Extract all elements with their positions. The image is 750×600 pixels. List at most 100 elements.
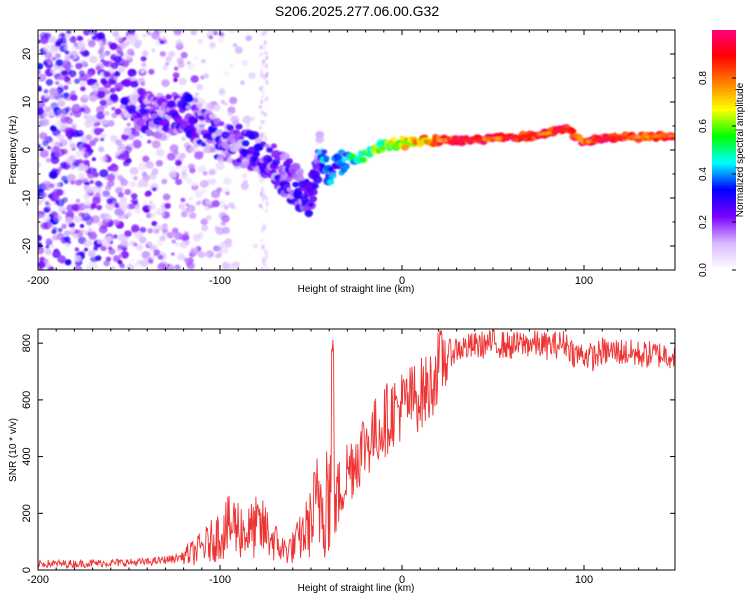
spectrogram-noise-cell xyxy=(118,253,123,258)
colorbar-band xyxy=(712,196,736,199)
spectrogram-noise-cell xyxy=(56,232,65,241)
spectrogram-noise-cell xyxy=(103,260,110,267)
spectrogram-noise-cell xyxy=(174,264,181,270)
colorbar-band xyxy=(712,132,736,135)
spectrogram-noise-cell xyxy=(61,70,67,76)
y-tick-label: -10 xyxy=(21,190,33,206)
spectrogram-noise-cell xyxy=(60,115,69,124)
spectrogram-noise-cell xyxy=(142,50,149,57)
spectrogram-noise-cell xyxy=(79,150,85,156)
spectrogram-noise-cell xyxy=(128,203,136,210)
spectrogram-noise-cell xyxy=(50,102,59,110)
spectrogram-noise-cell xyxy=(177,253,186,261)
colorbar-band xyxy=(712,38,736,41)
spectrogram-noise-cell xyxy=(100,78,108,85)
colorbar-band xyxy=(712,244,736,247)
spectrogram-noise-cell xyxy=(174,242,180,247)
spectrogram-signal-cell xyxy=(188,116,199,125)
spectrogram-noise-cell xyxy=(261,228,265,233)
colorbar-band xyxy=(712,138,736,141)
spectrogram-noise-cell xyxy=(100,58,105,63)
colorbar-band xyxy=(712,190,736,193)
spectrogram-noise-cell xyxy=(105,256,112,262)
spectrogram-noise-cell xyxy=(260,133,264,139)
spectrogram-noise-cell xyxy=(180,51,188,59)
y-tick-label: 600 xyxy=(21,391,33,409)
spectrogram-noise-cell xyxy=(118,66,126,73)
spectrogram-noise-cell xyxy=(44,94,49,99)
spectrogram-signal-cell xyxy=(235,123,243,130)
colorbar-label: Normalized spectral amplitude xyxy=(735,82,746,217)
spectrogram-noise-cell xyxy=(84,239,93,247)
spectrogram-noise-cell xyxy=(111,266,116,270)
spectrogram-noise-cell xyxy=(241,59,249,67)
spectrogram-signal-cell xyxy=(165,94,173,100)
spectrogram-noise-cell xyxy=(146,31,152,36)
spectrogram-noise-cell xyxy=(88,94,98,103)
spectrogram-noise-cell xyxy=(194,92,200,97)
spectrogram-noise-cell xyxy=(80,229,86,233)
spectrogram-noise-cell xyxy=(131,76,137,82)
spectrogram-noise-cell xyxy=(98,146,105,153)
colorbar-band xyxy=(712,92,736,95)
spectrogram-noise-cell xyxy=(140,56,147,62)
x-tick-label: 0 xyxy=(399,275,405,287)
spectrogram-noise-cell xyxy=(73,233,79,239)
spectrogram-noise-cell xyxy=(260,94,264,100)
spectrogram-noise-cell xyxy=(106,198,114,205)
colorbar-band xyxy=(712,118,736,121)
spectrogram-signal-cell xyxy=(564,127,570,131)
colorbar-band xyxy=(712,114,736,117)
spectrogram-noise-cell xyxy=(145,161,154,169)
x-tick-label: -200 xyxy=(27,574,49,586)
spectrogram-noise-cell xyxy=(148,259,154,265)
colorbar-band xyxy=(712,56,736,59)
spectrogram-noise-cell xyxy=(170,252,175,256)
spectrogram-noise-cell xyxy=(48,170,58,179)
spectrogram-signal-cell xyxy=(670,134,675,138)
spectrogram-noise-cell xyxy=(169,263,174,268)
spectrogram-noise-cell xyxy=(147,139,152,144)
spectrogram-noise-cell xyxy=(87,250,96,258)
colorbar-band xyxy=(712,146,736,149)
spectrogram-noise-cell xyxy=(61,92,69,100)
spectrogram-noise-cell xyxy=(151,48,156,53)
spectrogram-noise-cell xyxy=(264,39,268,44)
spectrogram-noise-cell xyxy=(113,234,118,239)
snr-frame xyxy=(37,328,676,571)
spectrogram-noise-cell xyxy=(240,182,249,190)
spectrogram-noise-cell xyxy=(44,106,52,113)
spectrogram-noise-cell xyxy=(148,203,156,211)
colorbar-band xyxy=(712,214,736,217)
spectrogram-noise-cell xyxy=(190,30,197,36)
spectrogram-noise-cell xyxy=(209,42,216,48)
spectrogram-noise-cell xyxy=(196,83,204,91)
spectrogram-noise-cell xyxy=(118,200,127,208)
spectrogram-noise-cell xyxy=(88,189,93,194)
spectrogram-noise-cell xyxy=(74,78,81,84)
colorbar-gradient xyxy=(712,30,736,271)
spectrogram-noise-cell xyxy=(136,244,144,251)
spectrogram-signal-cell xyxy=(142,115,148,121)
colorbar-band xyxy=(712,96,736,99)
spectrogram-noise-cell xyxy=(241,173,248,179)
colorbar-band xyxy=(712,66,736,69)
spectrogram-noise-cell xyxy=(38,70,41,75)
spectrogram-noise-cell xyxy=(82,106,91,115)
spectrogram-signal-cell xyxy=(185,104,192,110)
spectrogram-signal-cell xyxy=(341,158,347,163)
spectrogram-noise-cell xyxy=(57,167,63,172)
spectrogram-noise-cell xyxy=(231,205,237,210)
spectrogram-noise-cell xyxy=(214,253,221,259)
spectrogram-noise-cell xyxy=(245,35,252,42)
colorbar-band xyxy=(712,198,736,201)
snr-plot-area xyxy=(38,329,675,570)
colorbar-band xyxy=(712,228,736,231)
spectrogram-noise-cell xyxy=(160,212,166,217)
spectrogram-noise-cell xyxy=(203,73,209,79)
colorbar-band xyxy=(712,162,736,165)
spectrogram-noise-cell xyxy=(228,263,236,270)
spectrogram-noise-cell xyxy=(124,230,132,238)
spectrogram-noise-cell xyxy=(102,221,108,226)
spectrogram-noise-cell xyxy=(261,62,265,67)
